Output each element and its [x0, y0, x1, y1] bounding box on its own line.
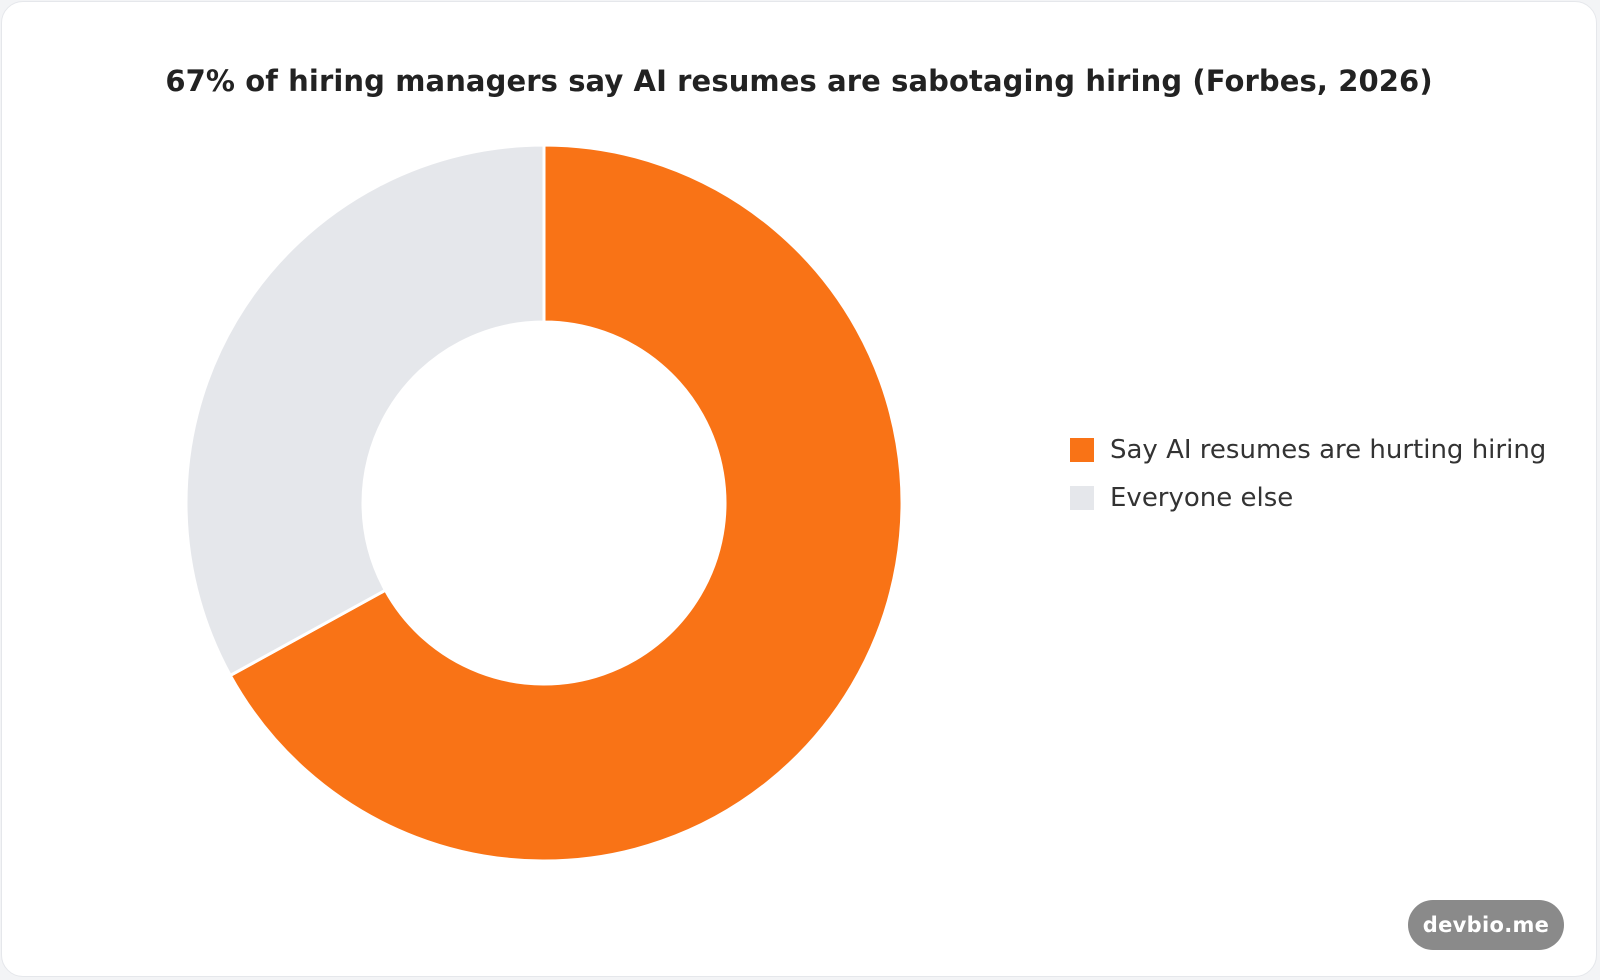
chart-legend: Say AI resumes are hurting hiring Everyo…	[1070, 426, 1546, 522]
donut-slices	[184, 143, 904, 863]
chart-title: 67% of hiring managers say AI resumes ar…	[165, 64, 1433, 98]
legend-label-hurting: Say AI resumes are hurting hiring	[1110, 435, 1547, 465]
donut-slice-0[interactable]	[228, 143, 904, 863]
donut-slice-1[interactable]	[184, 143, 546, 678]
watermark-badge[interactable]: devbio.me	[1408, 900, 1564, 950]
legend-swatch-hurting	[1070, 438, 1094, 462]
legend-item-hurting[interactable]: Say AI resumes are hurting hiring	[1070, 426, 1546, 474]
legend-item-everyone-else[interactable]: Everyone else	[1070, 474, 1546, 522]
legend-label-everyone-else: Everyone else	[1110, 483, 1294, 513]
legend-swatch-everyone-else	[1070, 486, 1094, 510]
